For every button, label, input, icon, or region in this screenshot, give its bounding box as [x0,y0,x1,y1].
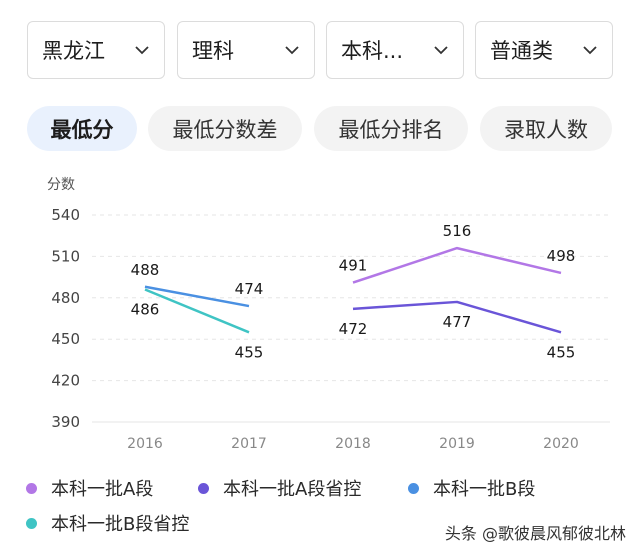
data-label: 474 [235,280,264,298]
legend-label: 本科一批A段省控 [223,479,362,500]
legend-marker [26,517,37,529]
tab-min-score[interactable]: 最低分 [27,106,137,151]
data-label: 477 [443,313,472,331]
legend-label: 本科一批B段 [433,479,536,500]
legend-marker [26,482,37,494]
data-label: 455 [547,343,576,361]
tab-enrollment-count[interactable]: 录取人数 [480,106,612,151]
y-axis-label: 分数 [47,177,75,193]
y-tick-label: 480 [51,289,80,307]
batch-dropdown-label: 本科... [341,39,404,63]
data-label: 491 [339,257,368,275]
y-tick-label: 510 [51,247,80,265]
series-line[interactable] [144,288,250,334]
legend-marker [198,482,209,494]
series-line[interactable] [352,246,562,284]
legend-item[interactable]: 本科一批A段省控 [198,475,361,501]
category-dropdown[interactable]: 普通类 [475,21,613,79]
x-tick-label: 2016 [127,436,163,452]
x-tick-label: 2017 [231,436,267,452]
chevron-down-icon [135,46,149,55]
metric-tabs: 最低分 最低分数差 最低分排名 录取人数 [0,100,640,156]
y-tick-label: 390 [51,413,80,431]
chevron-down-icon [583,46,597,55]
line-chart: 分数 540 510 480 450 420 390 2016 2017 2018 2019 20… [47,177,610,452]
chevron-down-icon [434,46,448,55]
legend-item[interactable]: 本科一批B段省控 [26,510,189,536]
subject-dropdown[interactable]: 理科 [177,21,315,79]
data-label: 486 [131,301,160,319]
y-tick-label: 420 [51,372,80,390]
province-dropdown[interactable]: 黑龙江 [27,21,165,79]
legend-item[interactable]: 本科一批B段 [408,475,535,501]
legend-marker [408,482,419,494]
series-line[interactable] [352,300,562,334]
legend-label: 本科一批A段 [51,479,154,500]
category-dropdown-label: 普通类 [490,39,553,63]
province-dropdown-label: 黑龙江 [42,39,105,63]
data-label: 488 [131,261,160,279]
data-label: 472 [339,320,368,338]
tab-min-score-diff[interactable]: 最低分数差 [148,106,302,151]
data-label: 455 [235,343,264,361]
subject-dropdown-label: 理科 [192,39,234,63]
series-line[interactable] [144,285,250,308]
data-label: 498 [547,247,576,265]
x-tick-label: 2019 [439,436,475,452]
score-chart: 分数 540 510 480 450 420 390 2016 2017 2018 2019 20… [0,165,640,465]
chart-legend: 本科一批A段 本科一批A段省控 本科一批B段 本科一批B段省控 [0,470,640,540]
x-tick-label: 2018 [335,436,371,452]
tab-min-score-rank[interactable]: 最低分排名 [314,106,468,151]
batch-dropdown[interactable]: 本科... [326,21,464,79]
y-tick-label: 540 [51,206,80,224]
data-label: 516 [443,222,472,240]
legend-label: 本科一批B段省控 [51,514,190,535]
x-tick-label: 2020 [543,436,579,452]
y-tick-label: 450 [51,330,80,348]
filter-bar: 黑龙江 理科 本科... 普通类 [0,0,640,90]
watermark: 头条 @歌彼晨风郁彼北林 [444,524,626,543]
chevron-down-icon [285,46,299,55]
legend-item[interactable]: 本科一批A段 [26,475,153,501]
